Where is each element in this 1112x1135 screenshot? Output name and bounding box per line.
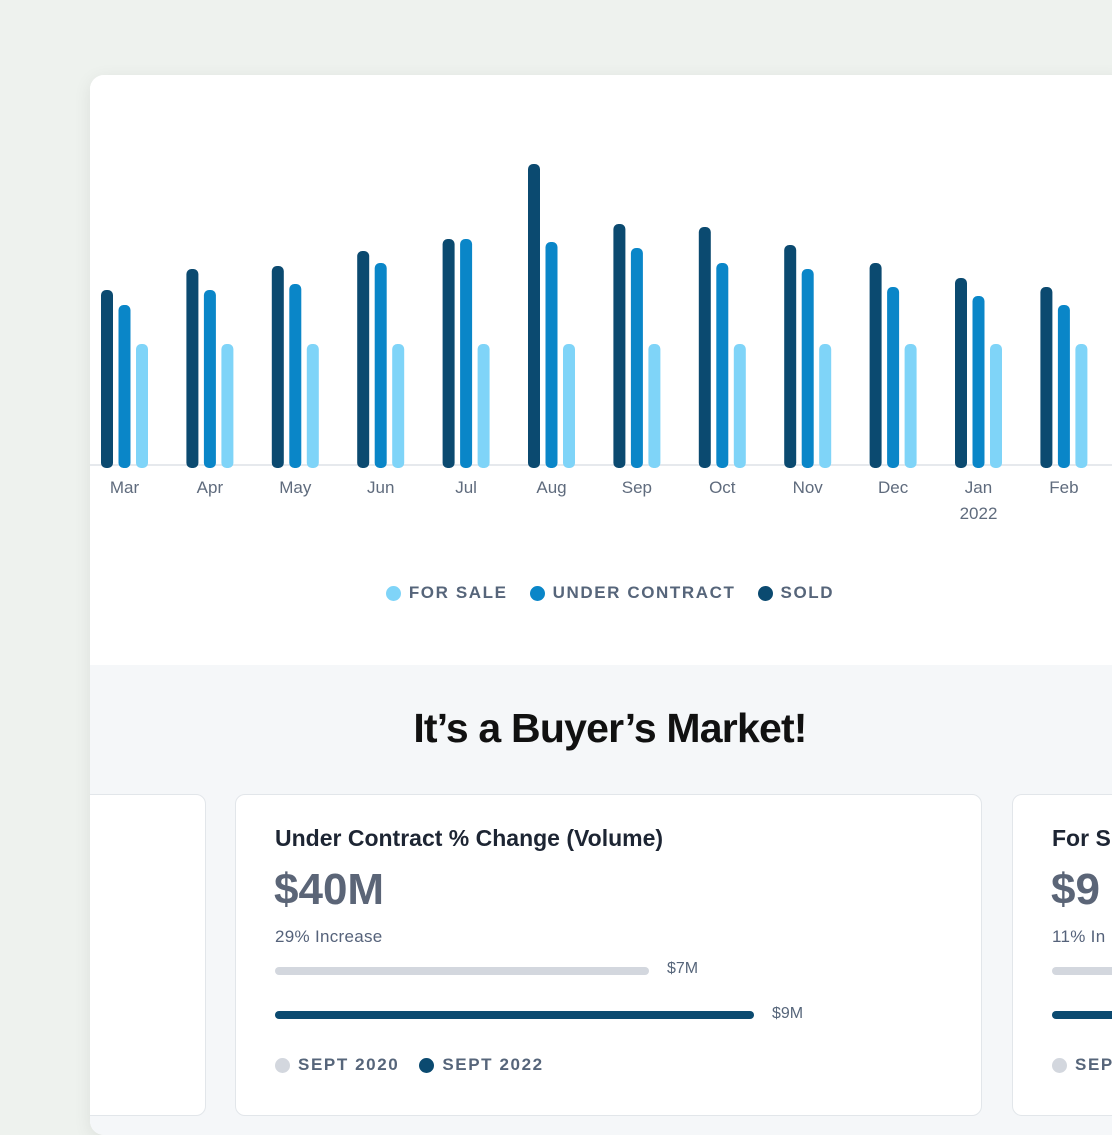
bar-sold-dec — [869, 263, 882, 468]
bar-sold-feb — [1040, 287, 1053, 468]
comparison-bar-right-light — [1052, 967, 1112, 975]
chart-card: Mar Apr May Jun Jul Aug Sep Oct Nov Dec Jan 2022 Feb… — [90, 75, 1112, 1135]
legend-item-sold: SOLD — [757, 583, 835, 603]
comparison-bar-2020-label: $7M — [667, 960, 699, 977]
bar-sold-aug — [528, 164, 540, 468]
stat-card-for-sale: For S $9 11% In SEP — [1012, 794, 1112, 1116]
bar-for-sale-jun — [392, 344, 405, 468]
bar-under-contract-dec — [887, 287, 900, 468]
bar-under-contract-sep — [630, 248, 643, 468]
bar-under-contract-may — [289, 284, 302, 468]
x-tick-label-jun: Jun — [367, 478, 394, 497]
bar-sold-apr — [186, 269, 199, 468]
card-change: 29% Increase — [275, 927, 383, 946]
headline: It’s a Buyer’s Market! — [413, 705, 807, 751]
chart-legend: FOR SALE UNDER CONTRACT SOLD — [90, 583, 1112, 603]
bar-sold-nov — [784, 245, 797, 468]
card-value: $40M — [274, 865, 385, 914]
comparison-bar-2020 — [275, 967, 649, 975]
bar-for-sale-jan — [990, 344, 1002, 468]
bar-under-contract-nov — [801, 269, 814, 468]
bar-under-contract-jun — [374, 263, 387, 468]
x-tick-label-aug: Aug — [536, 478, 566, 497]
card-title: Under Contract % Change (Volume) — [275, 825, 664, 851]
card-legend-dot-2020 — [275, 1057, 290, 1073]
x-tick-sublabel-jan: 2022 — [960, 504, 998, 523]
bar-for-sale-feb — [1075, 344, 1088, 468]
bar-for-sale-apr — [221, 344, 234, 468]
bar-for-sale-may — [306, 344, 319, 468]
card-change-right: 11% In — [1052, 927, 1106, 946]
bar-for-sale-nov — [819, 344, 832, 468]
bar-sold-jun — [357, 251, 370, 468]
card-title-right: For S — [1052, 825, 1111, 851]
bar-under-contract-jan — [972, 296, 985, 468]
card-legend-dot-right — [1052, 1057, 1067, 1073]
bar-sold-sep — [613, 224, 626, 468]
bar-under-contract-mar — [118, 305, 131, 468]
comparison-bar-2022 — [275, 1011, 754, 1019]
card-legend-label-right: SEP — [1075, 1055, 1112, 1074]
card-legend-item-2022: SEPT 2022 — [419, 1055, 543, 1075]
legend-label-for-sale: FOR SALE — [408, 583, 508, 602]
bar-under-contract-feb — [1057, 305, 1070, 468]
bar-sold-jul — [442, 239, 455, 468]
bar-sold-may — [271, 266, 284, 468]
bar-for-sale-jul — [477, 344, 490, 468]
comparison-bar-right-dark — [1052, 1011, 1112, 1019]
x-tick-label-oct: Oct — [709, 478, 736, 497]
bar-chart: Mar Apr May Jun Jul Aug Sep Oct Nov Dec Jan 2022 Feb… — [90, 75, 1112, 665]
card-legend-item-2020: SEPT 2020 — [275, 1055, 399, 1075]
stat-card-left — [90, 794, 206, 1116]
legend-label-under-contract: UNDER CONTRACT — [552, 583, 736, 602]
x-tick-label-dec: Dec — [878, 478, 909, 497]
legend-item-for-sale: FOR SALE — [385, 583, 508, 603]
x-tick-label-nov: Nov — [793, 478, 824, 497]
legend-dot-sold — [757, 585, 773, 601]
bar-sold-mar — [101, 290, 113, 468]
card-legend-label-2020: SEPT 2020 — [298, 1055, 400, 1074]
bar-sold-jan — [955, 278, 967, 468]
bar-sold-oct — [698, 227, 711, 468]
x-tick-label-feb: Feb — [1049, 478, 1078, 497]
legend-dot-under-contract — [529, 585, 545, 601]
bar-for-sale-mar — [136, 344, 148, 468]
legend-item-under-contract: UNDER CONTRACT — [529, 583, 736, 603]
card-value-right: $9 — [1051, 865, 1100, 914]
stat-card-under-contract: Under Contract % Change (Volume) $40M 29… — [235, 794, 982, 1116]
x-tick-label-may: May — [279, 478, 312, 497]
bar-for-sale-dec — [904, 344, 917, 468]
market-summary-section: It’s a Buyer’s Market! Under Contract % … — [90, 665, 1112, 1135]
comparison-bar-2022-label: $9M — [772, 1005, 804, 1022]
card-legend-label-2022: SEPT 2022 — [442, 1055, 544, 1074]
x-tick-label-jul: Jul — [455, 478, 477, 497]
x-tick-label-apr: Apr — [197, 478, 224, 497]
bar-under-contract-apr — [203, 290, 216, 468]
card-legend-dot-2022 — [419, 1057, 435, 1073]
card-legend: SEPT 2020 SEPT 2022 — [275, 1055, 544, 1075]
bar-under-contract-jul — [460, 239, 473, 468]
bar-for-sale-sep — [648, 344, 661, 468]
card-legend-item-right: SEP — [1052, 1055, 1112, 1075]
legend-dot-for-sale — [385, 585, 401, 601]
bar-under-contract-aug — [545, 242, 558, 468]
x-tick-label-sep: Sep — [622, 478, 652, 497]
bar-under-contract-oct — [716, 263, 729, 468]
card-legend-right: SEP — [1052, 1055, 1112, 1075]
x-tick-label-jan: Jan — [965, 478, 992, 497]
bar-for-sale-oct — [733, 344, 746, 468]
bar-chart-svg: Mar Apr May Jun Jul Aug Sep Oct Nov Dec Jan 2022 Feb — [90, 164, 1112, 523]
legend-label-sold: SOLD — [780, 583, 835, 602]
bar-for-sale-aug — [563, 344, 575, 468]
x-tick-label-mar: Mar — [110, 478, 140, 497]
